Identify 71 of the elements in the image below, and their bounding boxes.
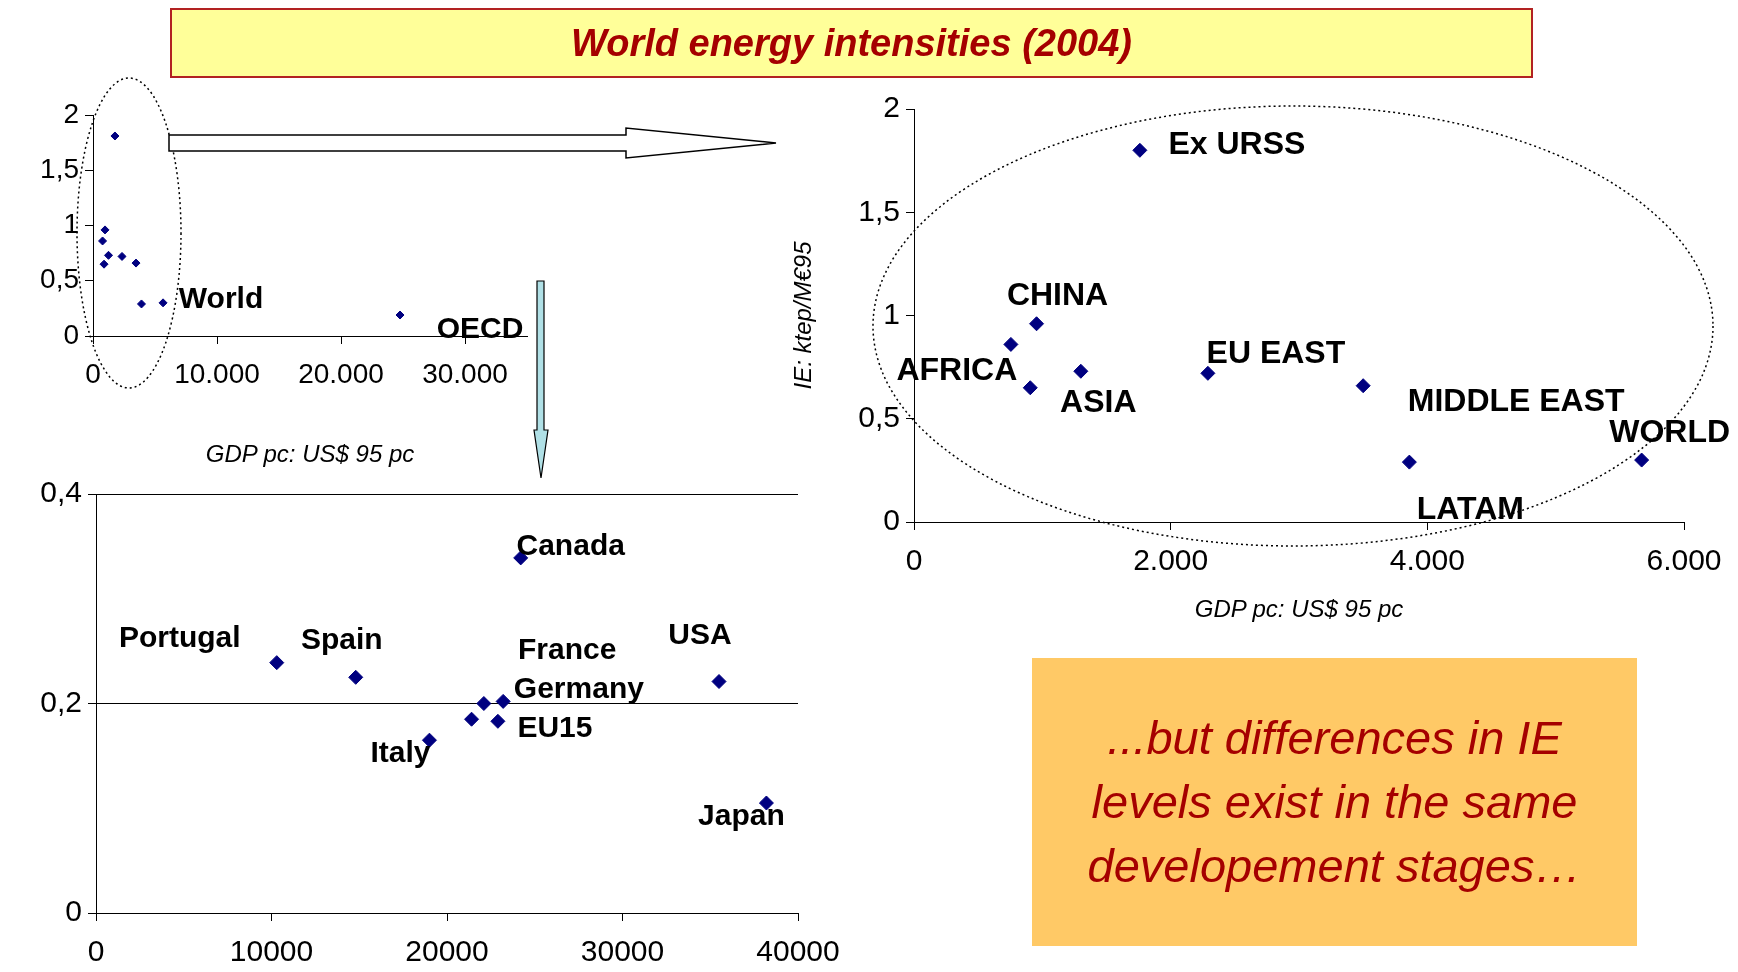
annotation: EU EAST — [1206, 334, 1346, 371]
annotation: USA — [668, 616, 732, 650]
y-tick-label: 1 — [883, 296, 900, 330]
point — [495, 693, 511, 709]
text: ...but differences in IE levels exist in the same developement stages… — [1032, 658, 1637, 946]
point — [98, 236, 108, 246]
x-tick-label: 30000 — [580, 934, 665, 968]
annotation: Portugal — [118, 619, 241, 653]
x-tick-label: 4.000 — [1389, 543, 1465, 577]
y-tick-label: 0 — [63, 318, 79, 350]
x-axis-title: GDP pc: US$ 95 pc — [1194, 595, 1404, 623]
point — [1200, 365, 1216, 381]
text: World energy intensities (2004) — [170, 8, 1533, 78]
point — [100, 225, 110, 235]
x-tick-label: 0 — [87, 934, 105, 968]
point — [131, 258, 141, 268]
y-tick-label: 1 — [63, 208, 79, 240]
annotation: CHINA — [1006, 275, 1109, 312]
point — [464, 711, 480, 727]
y-tick-label: 2 — [883, 90, 900, 124]
point — [1634, 452, 1650, 468]
y-tick-label: 0 — [65, 894, 82, 928]
x-tick-label: 20.000 — [298, 357, 384, 389]
point — [1022, 380, 1038, 396]
y-tick-label: 1,5 — [40, 152, 79, 184]
point — [158, 298, 168, 308]
point — [136, 299, 146, 309]
point — [711, 674, 727, 689]
x-tick-label: 0 — [905, 543, 923, 577]
point — [1003, 336, 1019, 352]
y-tick-label: 0 — [883, 503, 900, 537]
point — [99, 259, 109, 269]
x-tick-label: 20000 — [405, 934, 489, 968]
y-tick-label: 0,4 — [40, 475, 82, 509]
point — [476, 696, 492, 711]
y-tick-label: 2 — [63, 97, 79, 129]
x-tick-label: 2.000 — [1133, 543, 1209, 577]
annotation: Japan — [698, 798, 785, 832]
annotation: Spain — [300, 621, 383, 655]
point — [490, 713, 506, 729]
point — [1073, 363, 1089, 379]
y-tick-label: 0,5 — [40, 263, 79, 295]
annotation: World — [178, 281, 264, 315]
annotation: Ex URSS — [1168, 125, 1306, 162]
point — [110, 131, 120, 141]
point — [104, 250, 113, 260]
point — [1029, 316, 1045, 332]
annotation: Italy — [370, 735, 431, 769]
x-tick-label: 6.000 — [1646, 543, 1722, 577]
point — [269, 655, 285, 671]
point — [117, 251, 127, 261]
annotation: EU15 — [517, 709, 593, 743]
x-tick-label: 40000 — [756, 934, 840, 968]
annotation: ASIA — [1060, 382, 1137, 419]
annotation: LATAM — [1416, 489, 1524, 526]
annotation: France — [517, 631, 617, 665]
y-tick-label: 1,5 — [858, 193, 900, 227]
annotation: Germany — [513, 670, 645, 704]
point — [1355, 378, 1371, 394]
point — [395, 310, 405, 320]
x-axis-title: GDP pc: US$ 95 pc — [205, 440, 415, 468]
y-tick-label: 0,5 — [858, 400, 900, 434]
x-tick-label: 10.000 — [174, 357, 260, 389]
x-tick-label: 30.000 — [422, 357, 508, 389]
point — [348, 669, 364, 685]
y-tick-label: 0,2 — [40, 684, 82, 718]
y-axis-title: IE: ktep/M€95 — [789, 240, 817, 390]
annotation: Canada — [516, 528, 626, 562]
point — [1132, 142, 1148, 158]
point — [1401, 454, 1417, 470]
x-tick-label: 10000 — [229, 934, 314, 968]
